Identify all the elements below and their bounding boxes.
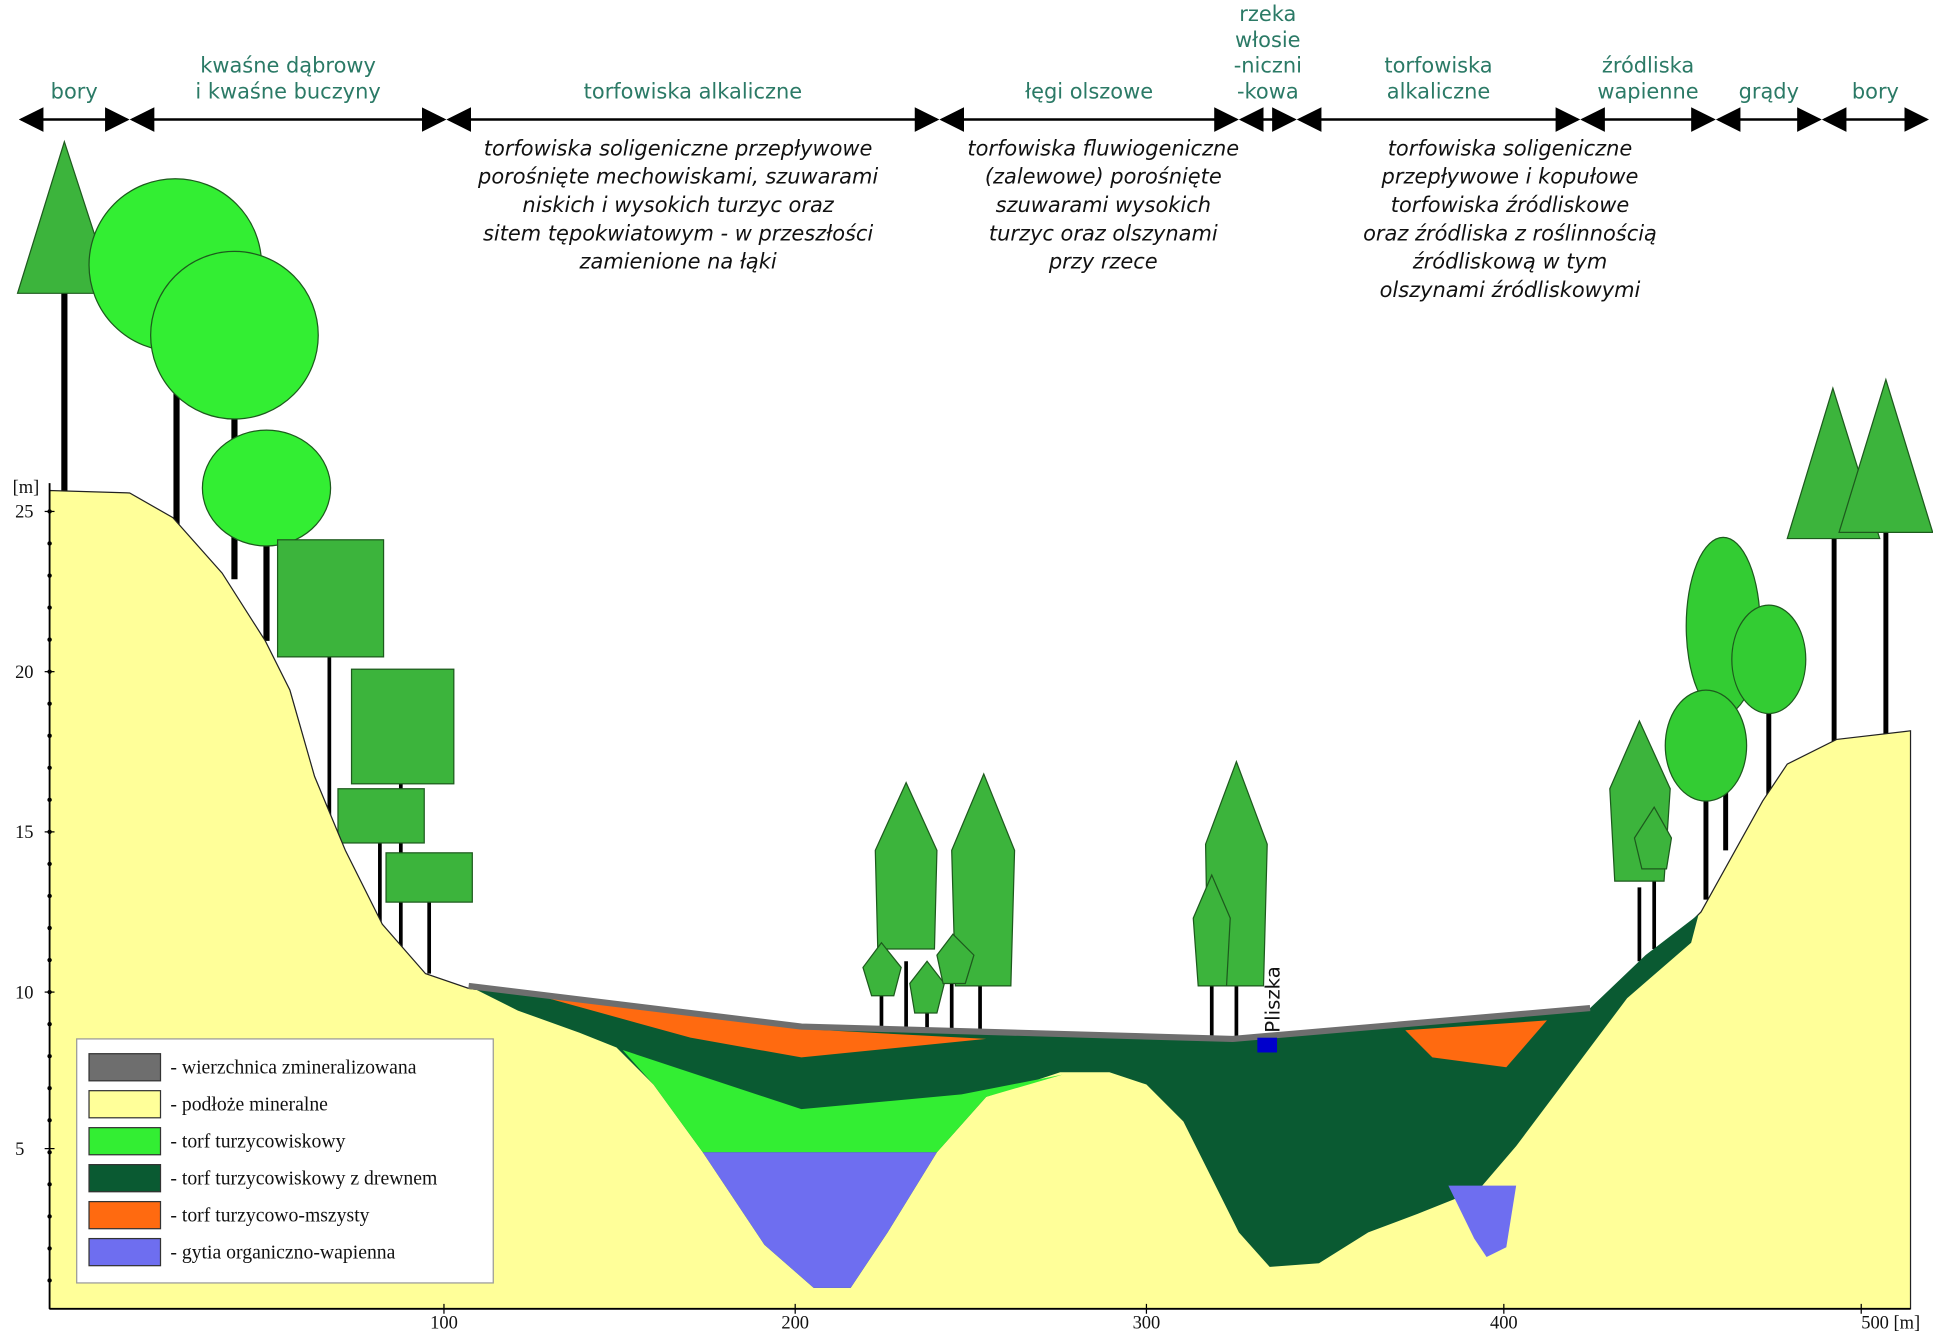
x-tick-label: 400 <box>1490 1313 1518 1331</box>
zone-description: torfowiska źródliskowe <box>1391 193 1629 217</box>
zone-description: torfowiska fluwiogeniczne <box>967 136 1239 160</box>
x-tick-label: 100 <box>430 1313 458 1331</box>
y-tick-label: 25 <box>15 502 33 522</box>
zone-label: włosie <box>1235 28 1301 52</box>
zone-label: bory <box>1852 80 1899 104</box>
minor-tick <box>47 669 51 673</box>
zone-description: oraz źródliska z roślinnością <box>1363 221 1657 245</box>
zone-description: sitem tępokwiatowym - w przeszłości <box>483 221 873 245</box>
legend-label: - torf turzycowo-mszysty <box>170 1204 369 1226</box>
y-tick-label: 10 <box>15 982 33 1002</box>
minor-tick <box>47 1182 51 1186</box>
zone-label: i kwaśne buczyny <box>195 80 380 104</box>
legend-label: - gytia organiczno-wapienna <box>170 1241 395 1263</box>
minor-tick <box>47 701 51 705</box>
legend-label: - torf turzycowiskowy z drewnem <box>170 1167 438 1189</box>
minor-tick <box>47 541 51 545</box>
minor-tick <box>47 926 51 930</box>
minor-tick <box>47 1054 51 1058</box>
y-tick-label: 5 <box>15 1139 24 1159</box>
zone-label: łęgi olszowe <box>1025 80 1153 104</box>
minor-tick <box>47 1022 51 1026</box>
minor-tick <box>47 573 51 577</box>
river <box>1257 1038 1277 1053</box>
minor-tick <box>47 1278 51 1282</box>
zone-description: zamienione na łąki <box>579 250 777 274</box>
zone-description: (zalewowe) porośnięte <box>985 165 1222 189</box>
legend-swatch <box>89 1239 160 1266</box>
y-tick-label: 15 <box>15 822 33 842</box>
zone-label: -kowa <box>1237 80 1299 104</box>
minor-tick <box>47 958 51 962</box>
zone-description: źródliskową w tym <box>1412 250 1608 274</box>
x-tick-label: 300 <box>1133 1313 1161 1331</box>
x-tick-label: 200 <box>781 1313 809 1331</box>
legend-label: - wierzchnica zmineralizowana <box>170 1056 416 1078</box>
zone-label: bory <box>51 80 98 104</box>
minor-tick <box>47 509 51 513</box>
zone-description: przy rzece <box>1048 250 1158 274</box>
zone-description: niskich i wysokich turzyc oraz <box>522 193 834 217</box>
y-tick-label: 20 <box>15 662 33 682</box>
zone-label: rzeka <box>1239 2 1296 26</box>
minor-tick <box>47 1118 51 1122</box>
legend-swatch <box>89 1128 160 1155</box>
zone-description: olszynami źródliskowymi <box>1380 278 1641 302</box>
zone-description: torfowiska soligeniczne przepływowe <box>484 136 873 160</box>
minor-tick <box>47 830 51 834</box>
legend-label: - podłoże mineralne <box>170 1093 328 1115</box>
minor-tick <box>47 637 51 641</box>
zone-description: przepływowe i kopułowe <box>1381 165 1639 189</box>
zone-descriptions: torfowiska soligeniczne przepływowe poroś… <box>477 136 1657 302</box>
minor-tick <box>47 734 51 738</box>
legend-swatch <box>89 1202 160 1229</box>
legend-swatch <box>89 1091 160 1118</box>
minor-tick <box>47 990 51 994</box>
x-tick-label: 500 [m] <box>1861 1313 1920 1331</box>
zone-label: kwaśne dąbrowy <box>200 54 376 78</box>
minor-tick <box>47 1086 51 1090</box>
river-label: Pliszka <box>1262 966 1285 1033</box>
minor-tick <box>47 894 51 898</box>
minor-tick <box>47 766 51 770</box>
minor-tick <box>47 1150 51 1154</box>
zone-description: torfowiska soligeniczne <box>1388 136 1633 160</box>
zone-description: turzyc oraz olszynami <box>989 221 1218 245</box>
cross-section-diagram: Pliszka 25 20 15 10 5 100 200 300 400 500 [m] [m]… <box>0 0 1933 1331</box>
zone-label: alkaliczne <box>1387 80 1491 104</box>
zone-label: torfowiska <box>1384 54 1492 78</box>
legend-label: - torf turzycowiskowy <box>170 1130 345 1152</box>
minor-tick <box>47 605 51 609</box>
minor-tick <box>47 1246 51 1250</box>
zone-label: wapienne <box>1597 80 1698 104</box>
minor-tick <box>47 862 51 866</box>
zone-description: szuwarami wysokich <box>996 193 1211 217</box>
zone-label: -niczni <box>1234 54 1302 78</box>
minor-tick <box>47 798 51 802</box>
page: Pliszka 25 20 15 10 5 100 200 300 400 500 [m] [m]… <box>0 0 1933 1331</box>
legend-swatch <box>89 1054 160 1081</box>
y-axis-unit: [m] <box>13 477 40 497</box>
zone-description: porośnięte mechowiskami, szuwarami <box>477 165 878 189</box>
zone-label: grądy <box>1739 80 1799 104</box>
legend-swatch <box>89 1165 160 1192</box>
zone-label: torfowiska alkaliczne <box>584 80 802 104</box>
zone-label: źródliska <box>1602 54 1694 78</box>
minor-tick <box>47 1214 51 1218</box>
